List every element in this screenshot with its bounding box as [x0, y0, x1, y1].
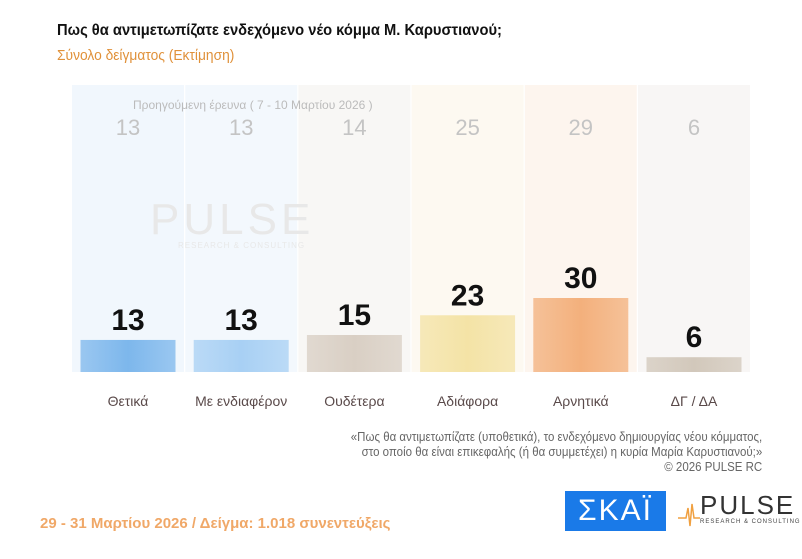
chart-subtitle: Σύνολο δείγματος (Εκτίμηση) — [57, 47, 235, 64]
category-label: Αρνητικά — [553, 393, 609, 409]
column-background — [72, 85, 184, 372]
chart-title: Πως θα αντιμετωπίζατε ενδεχόμενο νέο κόμ… — [57, 22, 502, 39]
bar-5 — [646, 357, 742, 372]
column-background — [185, 85, 298, 372]
category-label: Ουδέτερα — [324, 393, 384, 409]
skai-logo: ΣΚΑΪ — [565, 491, 666, 531]
category-label: Με ενδιαφέρον — [195, 393, 287, 409]
bar-1 — [193, 339, 289, 372]
data-label: 30 — [564, 262, 597, 295]
note-line: στο οποίο θα είναι επικεφαλής (ή θα συμμ… — [361, 445, 762, 459]
copyright: © 2026 PULSE RC — [664, 460, 762, 474]
previous-value: 14 — [342, 115, 366, 140]
category-label: Αδιάφορα — [437, 393, 498, 409]
pulse-logo: PULSE RESEARCH & CONSULTING — [700, 490, 801, 525]
column-background — [298, 85, 411, 372]
previous-value: 29 — [569, 115, 593, 140]
data-label: 6 — [686, 321, 703, 354]
category-label: ΔΓ / ΔΑ — [671, 393, 718, 409]
data-label: 13 — [111, 304, 144, 337]
bar-2 — [306, 335, 402, 372]
data-label: 15 — [338, 299, 371, 332]
column-background — [638, 85, 750, 372]
previous-value: 6 — [688, 115, 700, 140]
pulse-heartbeat-icon — [678, 503, 700, 527]
note-line: «Πως θα αντιμετωπίζατε (υποθετικά), το ε… — [350, 430, 762, 444]
previous-value: 13 — [229, 115, 253, 140]
question-note: «Πως θα αντιμετωπίζατε (υποθετικά), το ε… — [351, 430, 762, 475]
survey-footer: 29 - 31 Μαρτίου 2026 / Δείγμα: 1.018 συν… — [40, 515, 391, 532]
pulse-logo-sub: RESEARCH & CONSULTING — [700, 519, 801, 525]
previous-value: 13 — [116, 115, 140, 140]
pulse-watermark: PULSE RESEARCH & CONSULTING — [150, 195, 315, 250]
bar-chart: 13 13 Θετικά 13 13 Με ενδιαφέρον 15 14 Ουδέτερα 2… — [72, 85, 750, 409]
bar-0 — [80, 339, 176, 372]
bar-4 — [533, 298, 629, 372]
bar-3 — [420, 315, 516, 372]
data-label: 13 — [225, 304, 258, 337]
data-label: 23 — [451, 279, 484, 312]
previous-survey-label: Προηγούμενη έρευνα ( 7 - 10 Μαρτίου 2026… — [133, 98, 373, 112]
previous-value: 25 — [455, 115, 479, 140]
pulse-logo-text: PULSE — [700, 490, 796, 520]
category-label: Θετικά — [108, 393, 149, 409]
